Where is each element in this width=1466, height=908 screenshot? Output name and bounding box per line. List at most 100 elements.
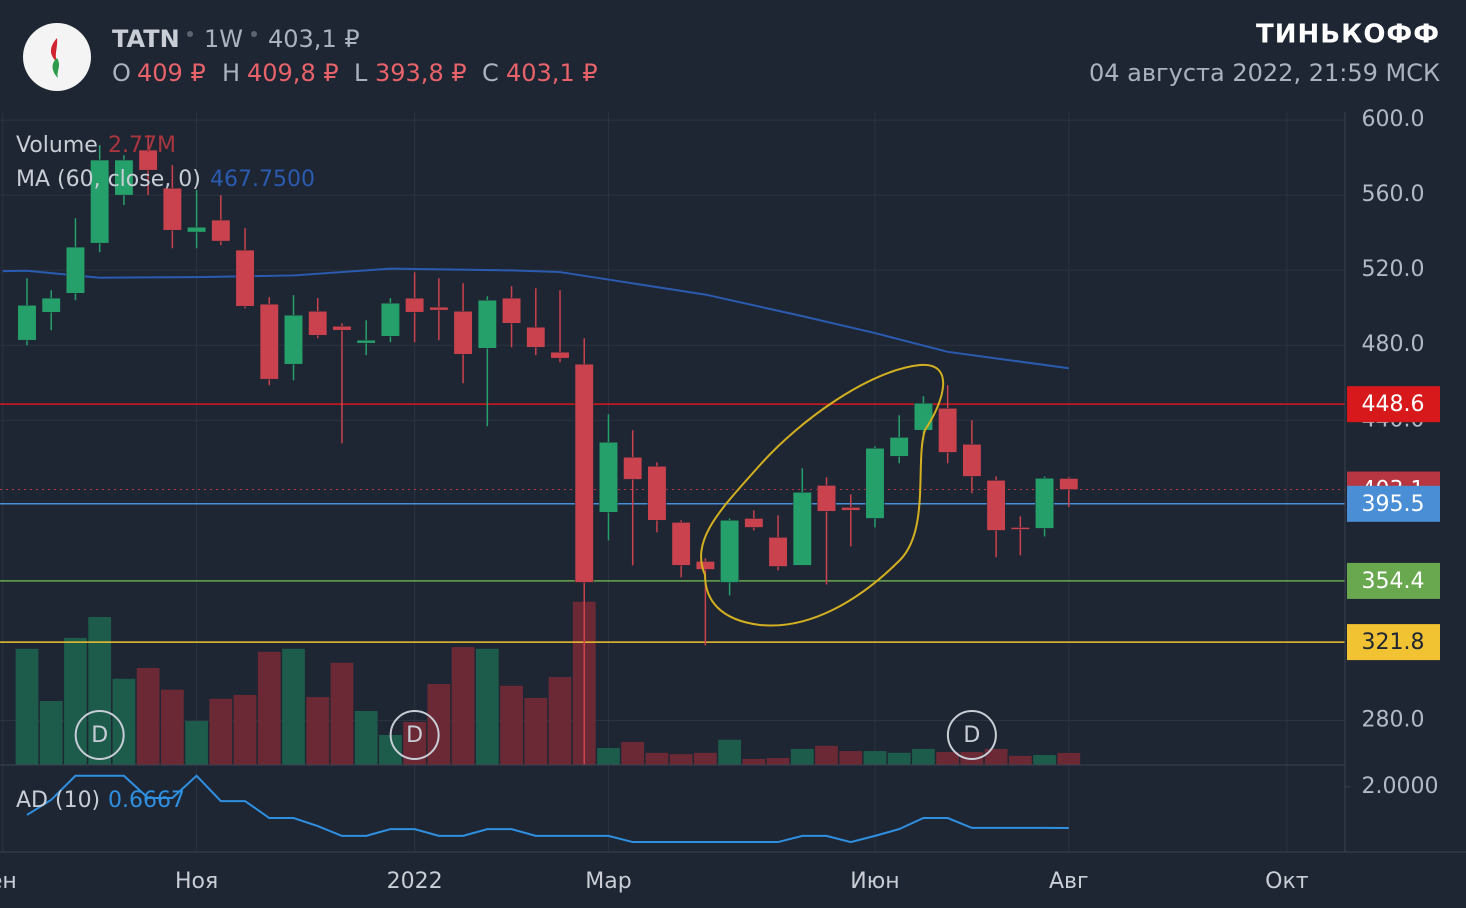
candle-body [768, 537, 788, 567]
interval: 1W [204, 25, 243, 53]
candle-body [1059, 478, 1079, 490]
volume-bar [815, 745, 838, 765]
candle-body [841, 507, 861, 511]
candle-body [284, 314, 303, 365]
volume-bar [354, 711, 378, 765]
candle-body [623, 457, 643, 480]
y-tick-label: 520.0 [1362, 257, 1425, 282]
candle-body [41, 297, 61, 313]
legend-value: 0.6667 [108, 788, 185, 813]
volume-bar [887, 752, 911, 765]
price-label-box [1347, 485, 1440, 522]
x-tick-label: Авг [1049, 869, 1089, 894]
candle-body [308, 311, 328, 336]
dividend-label: D [91, 723, 108, 748]
candle-body [502, 297, 522, 324]
volume-bar [718, 739, 741, 765]
candle-body [550, 351, 570, 359]
ohlc-key: H [222, 59, 240, 87]
volume-bar [936, 751, 960, 765]
candle-body [211, 219, 231, 242]
volume-bar [912, 748, 935, 765]
volume-bar [669, 754, 693, 765]
volume-bar [88, 616, 112, 765]
legend-label: AD (10) [16, 788, 100, 813]
logo-flame [50, 38, 58, 62]
candle-body [792, 492, 812, 566]
dividend-marker [389, 710, 440, 760]
volume-bar [39, 701, 63, 765]
ticker: TATN [112, 25, 180, 53]
price-label-box [1347, 386, 1440, 423]
candle-body [817, 485, 836, 512]
ohlc-value: 393,8 ₽ [375, 59, 467, 87]
legend-value: 2.77M [108, 133, 176, 158]
last-price: 403,1 ₽ [268, 25, 360, 53]
volume-bar [548, 677, 572, 765]
candle-body [380, 302, 400, 337]
candle-body [138, 149, 158, 171]
volume-bar [693, 752, 717, 765]
volume-bar [306, 697, 330, 765]
volume-bar [15, 648, 39, 765]
volume-bar [160, 689, 184, 765]
volume-bar [1057, 752, 1081, 765]
ma-line [2, 267, 1069, 370]
candle-body [162, 187, 182, 231]
candle-body [574, 363, 594, 583]
dividend-marker [74, 710, 125, 760]
candle-body [744, 518, 764, 528]
candle-body [1010, 527, 1030, 530]
volume-bar [597, 748, 620, 765]
volume-bar [136, 667, 160, 765]
dividend-marker [946, 710, 997, 760]
volume-bar [839, 751, 863, 765]
candle-body [720, 520, 740, 583]
volume-bar [984, 748, 1008, 765]
ohlc-key: L [354, 59, 368, 87]
candle-body [356, 339, 376, 344]
volume-bar [500, 685, 523, 765]
candle-body [90, 159, 110, 244]
volume-bar [233, 694, 257, 765]
datetime: 04 августа 2022, 21:59 МСК [1089, 59, 1440, 87]
candle-body [259, 303, 279, 380]
x-tick-label: Мар [585, 869, 631, 894]
candle-body [65, 246, 85, 294]
price-label-box [1347, 624, 1440, 661]
ohlc-key: O [112, 59, 131, 87]
volume-bar [330, 662, 354, 765]
candle-body [235, 249, 255, 307]
price-label-box [1347, 562, 1440, 599]
volume-bar [1033, 754, 1056, 765]
volume-bar [742, 758, 766, 765]
candle-body [671, 522, 691, 566]
y-tick-label: 600.0 [1362, 107, 1425, 132]
volume-bar [64, 637, 87, 765]
volume-bar [475, 648, 499, 765]
candle-body [187, 226, 207, 233]
price-label: 448.6 [1362, 392, 1425, 417]
volume-bar [766, 758, 790, 765]
candle-body [962, 444, 982, 477]
ad-line [26, 774, 1069, 844]
volume-bar [112, 678, 136, 765]
legend-label: MA (60, close, 0) [16, 167, 201, 192]
y-tick-label: 2.0000 [1362, 774, 1439, 799]
volume-bar [790, 748, 814, 765]
y-tick-label: 560.0 [1362, 182, 1425, 207]
separator-dot [251, 31, 257, 37]
volume-bar [451, 647, 475, 765]
candle-body [889, 437, 909, 457]
separator-dot [187, 31, 193, 37]
candle-body [695, 561, 715, 570]
volume-bar [1008, 755, 1032, 765]
x-tick-label: 2022 [387, 869, 443, 894]
logo [23, 23, 91, 91]
volume-bar [863, 751, 887, 765]
dividend-label: D [963, 723, 980, 748]
candle-body [405, 297, 425, 313]
volume-bar [209, 698, 233, 765]
volume-bar [427, 684, 451, 765]
volume-bar [403, 721, 427, 765]
